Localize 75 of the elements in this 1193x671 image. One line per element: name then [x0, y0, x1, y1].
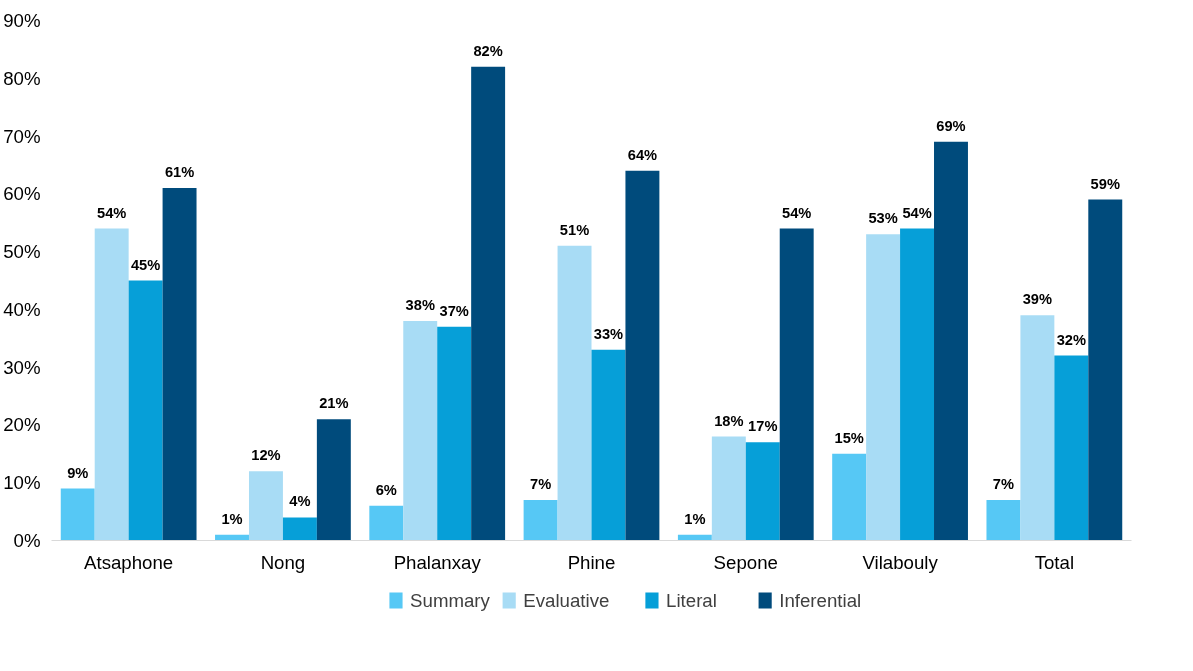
bar	[1020, 315, 1055, 541]
data-label: 7%	[992, 476, 1015, 493]
x-tick-label: Phine	[567, 551, 616, 573]
data-label: 54%	[902, 204, 932, 221]
legend-label: Evaluative	[523, 590, 610, 611]
legend-label: Inferential	[779, 590, 862, 611]
legend-label: Summary	[410, 590, 491, 611]
data-label: 9%	[67, 464, 89, 481]
data-label: 39%	[1022, 291, 1053, 308]
bar	[934, 141, 968, 541]
data-label: 38%	[405, 296, 435, 313]
bar	[162, 188, 197, 541]
data-label: 59%	[1090, 175, 1120, 192]
data-label: 32%	[1056, 331, 1087, 348]
y-tick-label: 50%	[3, 241, 41, 263]
data-label: 54%	[97, 204, 127, 221]
data-label: 69%	[936, 117, 966, 134]
data-label: 12%	[251, 447, 281, 464]
data-label: 82%	[473, 42, 503, 59]
bar	[986, 500, 1021, 541]
data-label: 51%	[559, 221, 590, 238]
bar	[60, 488, 95, 541]
data-label: 4%	[289, 493, 311, 510]
data-label: 33%	[593, 325, 624, 342]
y-tick-label: 80%	[3, 67, 41, 89]
data-label: 45%	[130, 256, 161, 273]
bar	[557, 245, 592, 541]
bar	[369, 505, 404, 541]
bar	[437, 326, 472, 541]
y-tick-label: 20%	[3, 414, 41, 436]
y-tick-label: 70%	[3, 125, 41, 147]
x-tick-label: Phalanxay	[393, 551, 482, 573]
x-tick-label: Nong	[260, 551, 306, 573]
data-label: 1%	[221, 510, 243, 527]
bar	[779, 228, 814, 541]
x-tick-label: Vilabouly	[862, 551, 939, 573]
bar	[403, 320, 438, 541]
bar	[625, 170, 660, 541]
y-tick-label: 30%	[3, 356, 41, 378]
bar	[471, 66, 506, 541]
bar	[316, 419, 351, 541]
data-label: 7%	[529, 476, 552, 493]
bar	[94, 228, 129, 541]
bar	[248, 471, 283, 541]
data-label: 54%	[782, 204, 812, 221]
data-label: 1%	[684, 510, 706, 527]
y-tick-label: 10%	[3, 472, 41, 494]
data-label: 6%	[375, 481, 397, 498]
y-tick-label: 40%	[3, 298, 41, 320]
data-label: 18%	[714, 412, 744, 429]
x-tick-label: Total	[1034, 551, 1075, 573]
bar	[128, 280, 163, 541]
x-tick-label: Atsaphone	[84, 551, 174, 573]
bar	[745, 442, 780, 541]
bar	[1088, 199, 1123, 541]
y-tick-label: 0%	[13, 530, 41, 551]
data-label: 61%	[164, 164, 195, 181]
data-label: 15%	[834, 429, 864, 446]
bar	[866, 234, 901, 541]
x-tick-label: Sepone	[713, 551, 778, 573]
data-label: 17%	[748, 418, 778, 435]
bar	[282, 517, 317, 541]
bar	[711, 436, 746, 541]
bar	[523, 500, 558, 541]
legend-label: Literal	[666, 590, 717, 611]
data-label: 64%	[627, 146, 658, 163]
data-label: 37%	[439, 302, 469, 319]
data-label: 21%	[319, 395, 349, 412]
bar	[832, 453, 867, 541]
data-label: 53%	[868, 210, 898, 227]
y-tick-label: 60%	[3, 183, 41, 205]
bar	[900, 228, 935, 541]
bar	[1054, 355, 1089, 541]
bar	[591, 349, 626, 541]
y-tick-label: 90%	[3, 10, 41, 31]
